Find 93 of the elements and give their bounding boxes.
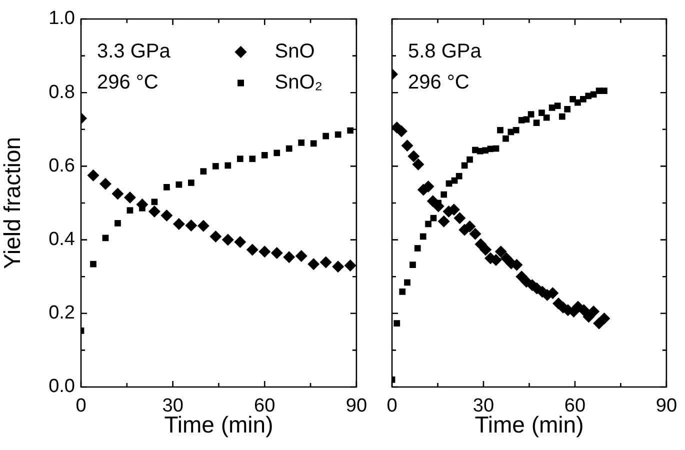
point: [236, 156, 244, 162]
point: [497, 126, 504, 134]
point: [430, 214, 437, 222]
point: [148, 205, 160, 218]
point: [124, 191, 136, 204]
point: [480, 244, 492, 256]
annotation: 5.8 GPa: [408, 40, 482, 63]
point: [538, 110, 545, 116]
point: [412, 158, 424, 170]
x-tick-label: 90: [346, 396, 368, 417]
point: [200, 168, 207, 175]
point: [286, 145, 292, 152]
point: [210, 230, 222, 242]
point: [87, 169, 100, 182]
point: [270, 247, 283, 260]
y-tick-label: 1.0: [48, 8, 75, 30]
y-tick-label: 0.2: [48, 302, 75, 324]
x-tick-label: 0: [386, 396, 398, 417]
y-tick-label: 0.8: [48, 82, 75, 103]
point: [322, 132, 330, 140]
point: [512, 126, 520, 134]
point: [564, 106, 571, 112]
point: [601, 88, 608, 94]
point: [172, 218, 185, 230]
point: [151, 198, 158, 206]
point: [185, 219, 198, 232]
point: [298, 139, 305, 146]
point: [212, 163, 219, 170]
point: [224, 162, 232, 169]
point: [320, 256, 332, 268]
point: [334, 131, 342, 138]
point: [456, 172, 462, 180]
y-tick-label: 0.4: [48, 229, 76, 250]
y-tick-label: 0.0: [48, 376, 75, 398]
point: [126, 207, 134, 214]
point: [461, 162, 468, 169]
annotation: 296 °C: [408, 72, 470, 94]
point: [197, 220, 210, 232]
point: [234, 236, 246, 248]
annotation: 296 °C: [97, 72, 158, 94]
y-tick-label: 0.6: [48, 155, 75, 176]
point: [344, 260, 356, 272]
point: [401, 140, 414, 152]
legend-label: SnO₂: [274, 72, 323, 94]
point: [308, 258, 320, 270]
point: [464, 220, 476, 233]
point: [222, 234, 234, 246]
point: [99, 178, 112, 190]
point: [558, 113, 566, 120]
legend-label: SnO: [274, 40, 315, 63]
point: [112, 188, 124, 200]
point: [310, 140, 317, 147]
y-axis-title: Yield fraction: [0, 136, 26, 270]
point: [258, 246, 271, 258]
x-tick-label: 90: [656, 396, 678, 417]
point: [160, 210, 173, 222]
point: [176, 181, 182, 188]
point: [410, 262, 416, 268]
point: [543, 114, 550, 121]
point: [274, 150, 280, 156]
point: [469, 228, 482, 240]
point: [438, 215, 450, 228]
point: [554, 102, 561, 110]
point: [399, 288, 406, 295]
point: [164, 184, 170, 190]
point: [420, 233, 426, 240]
point: [394, 320, 400, 327]
point: [598, 312, 610, 325]
x-tick-label: 0: [76, 396, 86, 417]
point: [414, 245, 421, 252]
point: [90, 260, 96, 268]
point: [425, 220, 432, 228]
point: [528, 111, 534, 118]
point: [404, 279, 410, 286]
point: [283, 251, 296, 264]
point: [261, 152, 268, 158]
annotation: 3.3 GPa: [97, 40, 172, 63]
point: [502, 135, 509, 142]
point: [494, 246, 507, 258]
point: [578, 304, 590, 316]
point: [114, 220, 121, 226]
point: [466, 156, 473, 163]
point: [533, 120, 540, 126]
point: [408, 150, 420, 162]
point: [332, 260, 344, 273]
point: [295, 250, 308, 262]
point: [440, 191, 448, 198]
point: [249, 156, 256, 162]
point: [454, 212, 466, 224]
point: [347, 127, 354, 134]
point: [588, 306, 600, 318]
point: [246, 244, 258, 256]
point: [188, 180, 194, 186]
